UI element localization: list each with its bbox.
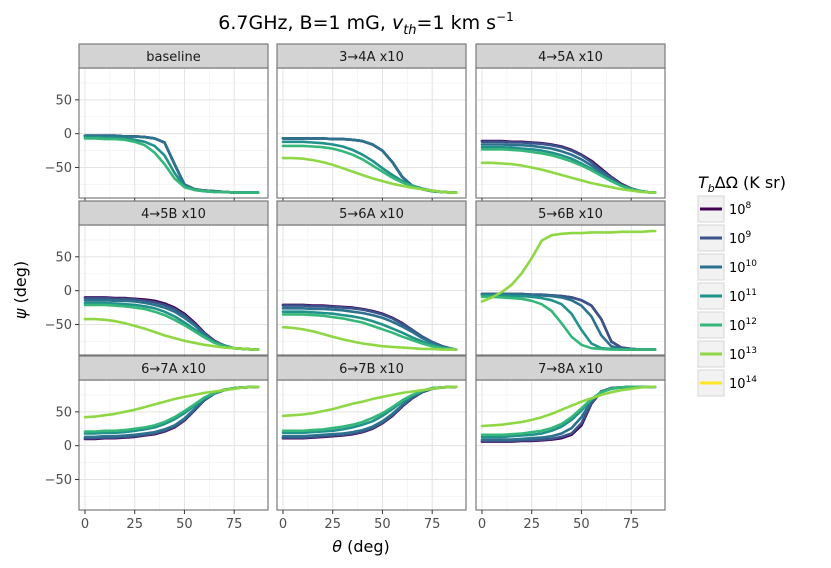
y-axis-label: ψ (deg)	[11, 261, 30, 319]
facet-strip	[475, 200, 666, 226]
facet-strip-label: 3→4A x10	[339, 50, 404, 65]
facet-strip-label: 7→8A x10	[538, 362, 603, 377]
x-tick-label: 75	[623, 517, 640, 532]
legend-entry-label: 109	[729, 230, 752, 247]
facet-panel: 7→8A x10 0 25 50 75	[475, 355, 666, 532]
x-tick-label: 25	[126, 517, 143, 532]
series-line-1e12	[83, 137, 260, 194]
x-tick-label: 75	[226, 517, 243, 532]
panel-background	[277, 380, 466, 510]
facet-panel: 6→7A x10 −50 0 50 0 25 50 75	[45, 355, 269, 532]
series-line-1e12	[281, 313, 458, 351]
y-tick-label: 0	[64, 127, 72, 142]
facet-panel: 3→4A x10	[276, 43, 467, 202]
facet-strip-label: baseline	[146, 50, 200, 65]
x-axis-label: θ (deg)	[332, 537, 390, 556]
series-line-1e13	[480, 385, 657, 428]
series-line-1e12	[480, 295, 657, 351]
x-tick-label: 50	[176, 517, 193, 532]
y-tick-label: 0	[64, 439, 72, 454]
facet-strip-label: 5→6B x10	[538, 207, 603, 222]
y-tick-label: 0	[64, 284, 72, 299]
series-line-1e13	[281, 385, 458, 418]
legend-entry-label: 1011	[729, 288, 757, 305]
series-line-1e10	[281, 307, 458, 351]
series-line-1e13	[83, 317, 260, 351]
panel-background	[79, 225, 268, 355]
facet-strip-label: 5→6A x10	[339, 207, 404, 222]
x-tick-label: 75	[424, 517, 441, 532]
y-tick-label: 50	[55, 405, 72, 420]
facet-strip-label: 4→5A x10	[538, 50, 603, 65]
facet-panel: 5→6A x10	[276, 200, 467, 359]
x-tick-label: 0	[279, 517, 287, 532]
x-tick-label: 50	[573, 517, 590, 532]
x-tick-label: 25	[324, 517, 341, 532]
panel-background	[79, 380, 268, 510]
panel-background	[476, 380, 665, 510]
facet-strip	[78, 43, 269, 69]
facet-strip	[78, 200, 269, 226]
facet-strip	[78, 355, 269, 381]
facet-panel: baseline −50 0 50	[45, 43, 269, 202]
y-tick-label: −50	[45, 318, 72, 333]
facet-panel: 6→7B x10 0 25 50 75	[276, 355, 467, 532]
y-tick-label: 50	[55, 93, 72, 108]
legend: TbΔΩ (K sr) 108 109 1010 1011 1012 1013 1014	[697, 173, 786, 397]
facet-strip-label: 6→7A x10	[141, 362, 206, 377]
series-line-1e13	[480, 161, 657, 194]
series-line-1e13	[83, 385, 260, 419]
x-tick-label: 50	[374, 517, 391, 532]
facet-strip	[475, 355, 666, 381]
panel-background	[277, 225, 466, 355]
panel-background	[277, 68, 466, 198]
legend-title: TbΔΩ (K sr)	[698, 173, 786, 195]
series-line-1e13	[281, 325, 458, 351]
legend-entry-label: 108	[729, 201, 752, 218]
facet-panel: 5→6B x10	[475, 200, 666, 359]
legend-entry-label: 1010	[729, 259, 757, 276]
facet-strip	[276, 355, 467, 381]
series-line-1e13	[480, 229, 657, 303]
y-tick-label: 50	[55, 250, 72, 265]
facet-strip-label: 6→7B x10	[339, 362, 404, 377]
facet-panel: 4→5A x10	[475, 43, 666, 202]
facet-panel: 4→5B x10 −50 0 50	[45, 200, 269, 359]
legend-entry-label: 1012	[729, 317, 757, 334]
facet-strip	[475, 43, 666, 69]
series-line-1e13	[281, 156, 458, 194]
series-line-1e11	[281, 310, 458, 351]
series-line-1e12	[480, 385, 657, 437]
x-tick-label: 0	[478, 517, 486, 532]
y-tick-label: −50	[45, 473, 72, 488]
facet-strip	[276, 200, 467, 226]
x-tick-label: 25	[523, 517, 540, 532]
series-line-1e12	[480, 148, 657, 194]
legend-entry-label: 1013	[729, 346, 757, 363]
legend-entry-label: 1014	[729, 375, 757, 392]
facet-strip	[276, 43, 467, 69]
chart-title: 6.7GHz, B=1 mG, vth=1 km s−1	[218, 10, 513, 38]
facet-strip-label: 4→5B x10	[141, 207, 206, 222]
y-tick-label: −50	[45, 161, 72, 176]
x-tick-label: 0	[81, 517, 89, 532]
